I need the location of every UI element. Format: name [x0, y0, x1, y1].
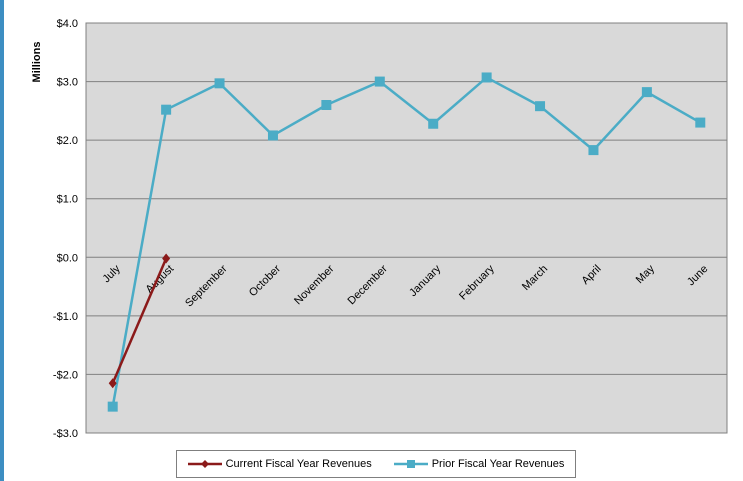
gridlines — [86, 22, 727, 434]
series-current — [108, 253, 171, 389]
y-axis-label: Millions — [31, 42, 43, 83]
data-point — [321, 100, 332, 110]
legend-label-current: Current Fiscal Year Revenues — [225, 458, 372, 470]
data-point — [267, 130, 278, 141]
data-point — [161, 104, 172, 115]
data-point — [641, 87, 652, 98]
data-point — [535, 101, 546, 112]
y-tick-label: -$2.0 — [53, 369, 78, 381]
legend-item-current: Current Fiscal Year Revenues — [187, 458, 372, 470]
data-point — [428, 118, 439, 129]
series-line — [111, 75, 701, 407]
data-point — [108, 378, 117, 389]
y-tick-labels: -$3.0 -$2.0 -$1.0 $0.0 $1.0 $2.0 $3.0 $4.0 — [53, 18, 78, 440]
data-point — [107, 401, 118, 412]
legend-swatch-prior — [393, 458, 428, 470]
legend: Current Fiscal Year Revenues Prior Fisca… — [176, 450, 576, 478]
legend-swatch-current — [187, 458, 222, 470]
window-edge-strip — [0, 0, 4, 481]
y-tick-label: $0.0 — [57, 252, 78, 264]
legend-item-prior: Prior Fiscal Year Revenues — [393, 458, 565, 470]
series-line — [111, 257, 168, 384]
y-tick-label: -$3.0 — [53, 428, 78, 440]
data-point — [374, 76, 385, 87]
y-tick-label: $4.0 — [57, 18, 78, 30]
series-layer — [107, 72, 706, 412]
series-prior — [107, 72, 706, 412]
data-point — [588, 145, 599, 156]
data-point — [695, 117, 706, 128]
y-tick-label: $2.0 — [57, 135, 78, 147]
plot-area — [85, 22, 728, 434]
legend-label-prior: Prior Fiscal Year Revenues — [431, 458, 565, 470]
y-tick-label: $1.0 — [57, 194, 78, 206]
data-point — [214, 78, 225, 89]
y-tick-label: -$1.0 — [53, 311, 78, 323]
y-tick-label: $3.0 — [57, 77, 78, 89]
data-point — [481, 72, 492, 83]
data-point — [162, 253, 171, 264]
